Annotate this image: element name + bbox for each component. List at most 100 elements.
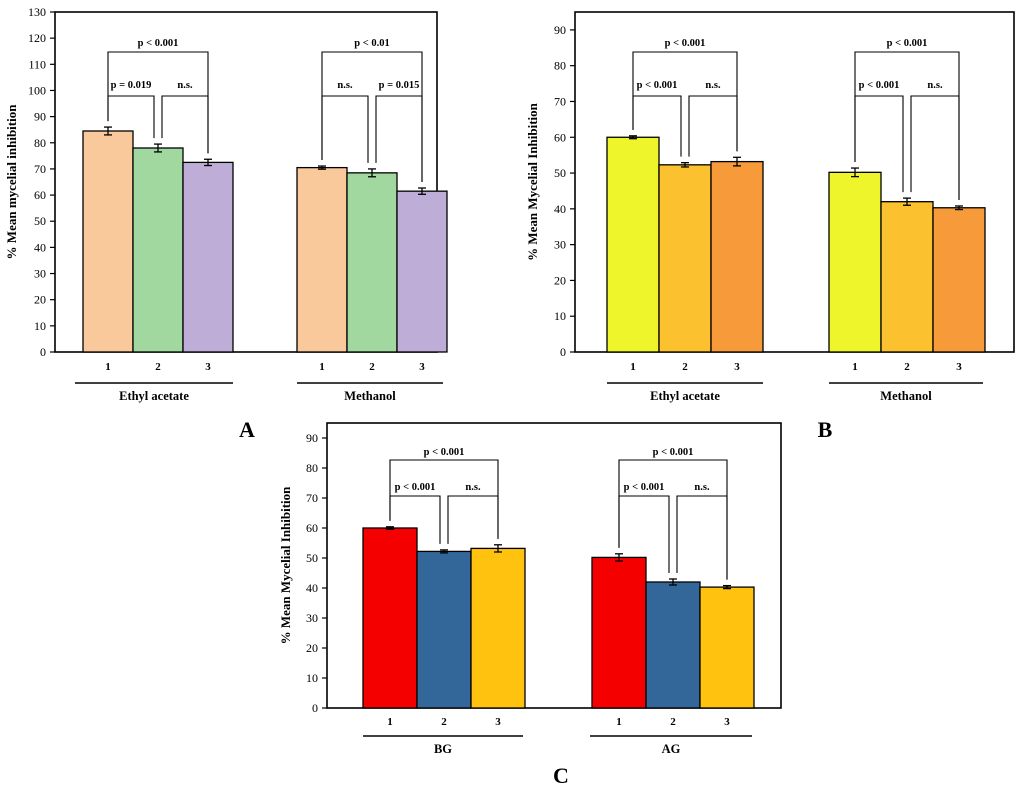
significance-label: p < 0.001 xyxy=(887,38,928,49)
significance-bracket xyxy=(618,495,670,573)
y-tick-label: 10 xyxy=(34,319,46,333)
category-label: 1 xyxy=(616,716,622,728)
bar-ag-1 xyxy=(591,556,647,709)
panel-label-c: C xyxy=(553,763,569,788)
y-tick-label: 80 xyxy=(306,461,318,475)
y-tick-label: 90 xyxy=(306,431,318,445)
y-tick-label: 80 xyxy=(554,59,566,73)
group-label: AG xyxy=(662,742,681,756)
category-label: 1 xyxy=(319,361,325,373)
category-label: 1 xyxy=(105,361,111,373)
significance-label: p = 0.019 xyxy=(111,80,152,91)
y-tick-label: 100 xyxy=(28,83,46,97)
y-tick-label: 70 xyxy=(554,94,566,108)
y-tick-label: 10 xyxy=(306,671,318,685)
chart-panel-c: 0 10 20 30 40 50 60 70 80 90 % Mean Mycelial Inhib… xyxy=(278,422,782,756)
significance-label: n.s. xyxy=(705,80,721,91)
y-axis-label: % Mean Mycelial Inhibition xyxy=(525,102,540,261)
y-tick-label: 90 xyxy=(554,23,566,37)
panel-label-a: A xyxy=(239,417,255,442)
significance-bracket xyxy=(854,95,904,193)
bar-ag-2 xyxy=(645,581,701,709)
significance-bracket xyxy=(688,95,738,157)
bar-methanol-1 xyxy=(828,171,882,353)
category-label: 3 xyxy=(495,716,501,728)
bar-bg-3 xyxy=(470,547,526,709)
significance-label: p < 0.001 xyxy=(424,447,465,458)
significance-bracket xyxy=(389,459,499,539)
y-tick-label: 80 xyxy=(34,136,46,150)
y-tick-label: 90 xyxy=(34,110,46,124)
bar-methanol-3 xyxy=(932,207,986,353)
y-tick-label: 0 xyxy=(560,345,566,359)
bar-bg-2 xyxy=(416,550,472,709)
y-tick-label: 50 xyxy=(554,166,566,180)
category-label: 1 xyxy=(387,716,393,728)
chart-panel-a: 0 10 20 30 40 50 60 70 80 90 100 110 120 130 % Mean my… xyxy=(4,5,448,403)
y-tick-label: 30 xyxy=(34,267,46,281)
bar-ethyl-acetate-2 xyxy=(658,164,712,353)
significance-label: n.s. xyxy=(337,80,353,91)
category-label: 2 xyxy=(682,361,688,373)
category-label: 3 xyxy=(205,361,211,373)
y-tick-label: 20 xyxy=(34,293,46,307)
bar-methanol-3 xyxy=(396,190,448,353)
category-label: 1 xyxy=(852,361,858,373)
significance-bracket xyxy=(107,95,155,139)
y-tick-label: 40 xyxy=(306,581,318,595)
bar-bg-1 xyxy=(362,527,418,709)
significance-label: p < 0.01 xyxy=(354,38,389,49)
y-axis-label: % Mean mycelial inhibition xyxy=(4,104,19,260)
y-tick-label: 50 xyxy=(306,551,318,565)
significance-label: p < 0.001 xyxy=(624,482,665,493)
plot-frame xyxy=(326,422,782,709)
significance-bracket xyxy=(389,495,441,544)
category-label: 2 xyxy=(441,716,447,728)
y-tick-label: 70 xyxy=(306,491,318,505)
group-label: Methanol xyxy=(880,389,932,403)
significance-bracket xyxy=(375,95,423,183)
bar-methanol-2 xyxy=(880,201,934,353)
significance-bracket xyxy=(676,495,728,580)
y-tick-label: 0 xyxy=(312,701,318,715)
significance-label: p < 0.001 xyxy=(653,447,694,458)
y-tick-label: 40 xyxy=(34,240,46,254)
significance-label: n.s. xyxy=(177,80,193,91)
y-tick-label: 50 xyxy=(34,214,46,228)
bar-ethyl-acetate-2 xyxy=(132,147,184,353)
significance-bracket xyxy=(321,51,423,183)
y-tick-label: 30 xyxy=(554,238,566,252)
significance-label: n.s. xyxy=(465,482,481,493)
category-label: 2 xyxy=(155,361,161,373)
significance-bracket xyxy=(321,95,369,163)
category-label: 2 xyxy=(670,716,676,728)
significance-label: p < 0.001 xyxy=(395,482,436,493)
bar-ethyl-acetate-1 xyxy=(82,130,134,353)
y-tick-label: 0 xyxy=(40,345,46,359)
group-label: BG xyxy=(434,742,452,756)
bar-ethyl-acetate-3 xyxy=(710,160,764,353)
significance-label: n.s. xyxy=(927,80,943,91)
significance-bracket xyxy=(447,495,499,544)
significance-label: p < 0.001 xyxy=(859,80,900,91)
significance-bracket xyxy=(632,51,738,152)
group-label: Ethyl acetate xyxy=(650,389,720,403)
significance-label: p < 0.001 xyxy=(637,80,678,91)
y-tick-label: 70 xyxy=(34,162,46,176)
plot-frame xyxy=(54,11,438,353)
y-tick-label: 30 xyxy=(306,611,318,625)
category-label: 3 xyxy=(956,361,962,373)
significance-bracket xyxy=(910,95,960,200)
significance-bracket xyxy=(632,95,682,157)
category-label: 2 xyxy=(904,361,910,373)
category-label: 1 xyxy=(630,361,636,373)
bar-methanol-1 xyxy=(296,166,348,353)
y-axis-label: % Mean Mycelial Inhibition xyxy=(278,486,293,645)
bar-ethyl-acetate-3 xyxy=(182,161,234,353)
group-label: Ethyl acetate xyxy=(119,389,189,403)
y-tick-label: 10 xyxy=(554,309,566,323)
y-tick-label: 60 xyxy=(34,188,46,202)
plot-frame xyxy=(574,11,1015,353)
bar-ethyl-acetate-1 xyxy=(606,136,660,353)
significance-label: p = 0.015 xyxy=(379,80,420,91)
